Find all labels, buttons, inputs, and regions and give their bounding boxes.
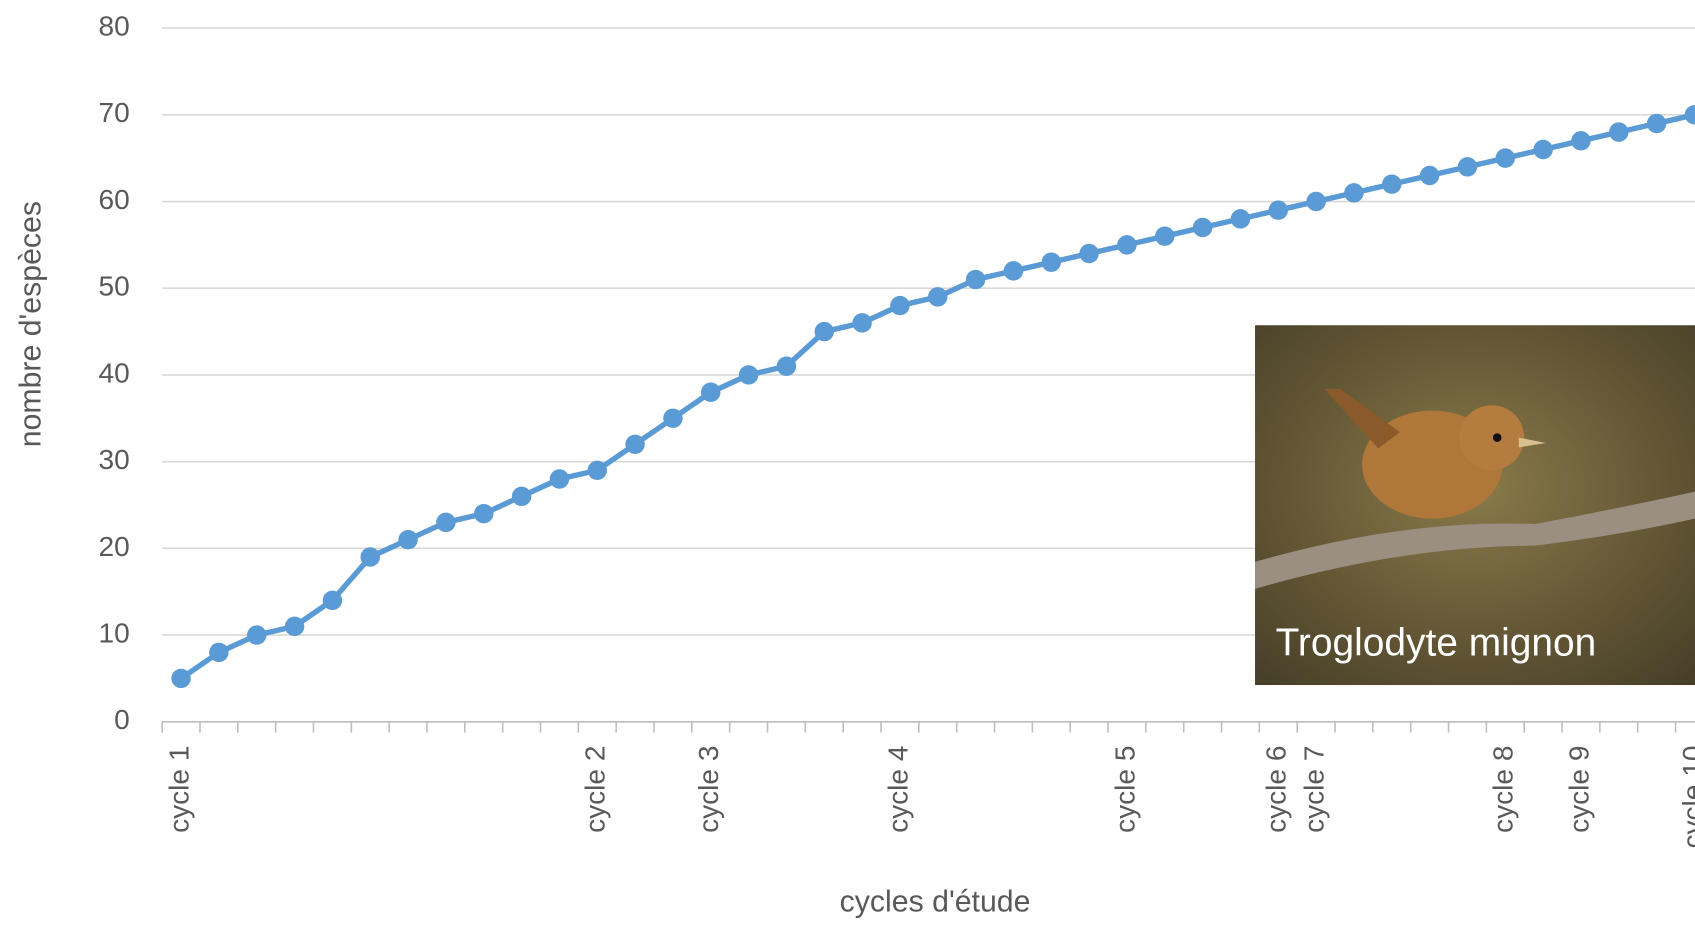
inset-caption: Troglodyte mignon [1276,621,1597,664]
y-tick-label: 80 [98,11,129,42]
y-tick-label: 50 [98,271,129,302]
data-point [625,434,645,455]
data-point [549,469,570,489]
data-point [1344,183,1364,203]
x-tick-label: cycle 6 [1261,746,1292,833]
bird-eye [1492,433,1502,442]
y-tick-label: 40 [98,357,129,388]
x-axis-label: cycles d'étude [840,885,1031,918]
branch [1255,491,1695,589]
data-point [1533,139,1553,160]
bird-tail [1324,388,1400,449]
data-point [701,382,721,403]
data-point [1268,200,1289,220]
data-point [928,287,948,307]
y-tick-label: 10 [98,617,129,648]
y-tick-label: 70 [98,97,129,128]
data-point [1230,209,1251,229]
data-point [890,295,910,316]
y-tick-label: 0 [114,704,130,735]
y-tick-label: 30 [98,444,129,475]
x-tick-label: cycle 8 [1488,746,1519,833]
data-point [284,616,305,637]
data-point [1495,148,1516,168]
data-point [247,625,267,645]
data-point [1306,191,1326,212]
x-tick-label: cycle 7 [1299,746,1330,833]
data-point [587,460,607,481]
data-point [1041,252,1061,272]
data-point [1382,174,1402,194]
y-axis-label: nombre d'espèces [14,201,47,447]
data-point [1419,165,1440,186]
bird-beak [1518,437,1546,448]
x-tick-label: cycle 1 [163,746,194,833]
inset-photo: Troglodyte mignon [1255,325,1695,686]
x-tick-label: cycle 10 [1677,746,1695,849]
data-point [852,313,872,333]
data-point [209,642,229,663]
data-point [1609,122,1629,142]
y-tick-label: 20 [98,531,129,562]
data-point [436,512,456,533]
y-tick-label: 60 [98,184,129,215]
x-tick-label: cycle 9 [1563,746,1594,833]
data-point [474,503,494,524]
data-point [398,529,418,550]
data-point [738,365,759,385]
data-point [1155,226,1175,246]
data-point [171,668,191,689]
data-point [1571,131,1591,151]
data-point [1646,113,1667,134]
data-point [360,547,380,567]
data-point [1457,157,1478,177]
data-point [776,356,797,376]
data-point [663,408,683,429]
data-point [814,321,834,342]
bird-head [1459,405,1525,471]
data-point [1079,243,1099,264]
data-point [322,590,343,611]
data-point [1192,217,1213,238]
data-point [1684,105,1695,125]
data-point [511,486,532,507]
data-point [1003,261,1024,281]
x-tick-label: cycle 2 [580,746,611,833]
data-point [1117,235,1137,255]
x-tick-label: cycle 4 [882,746,913,833]
x-tick-label: cycle 5 [1109,746,1140,833]
x-tick-label: cycle 3 [693,746,724,833]
data-point [965,269,986,290]
